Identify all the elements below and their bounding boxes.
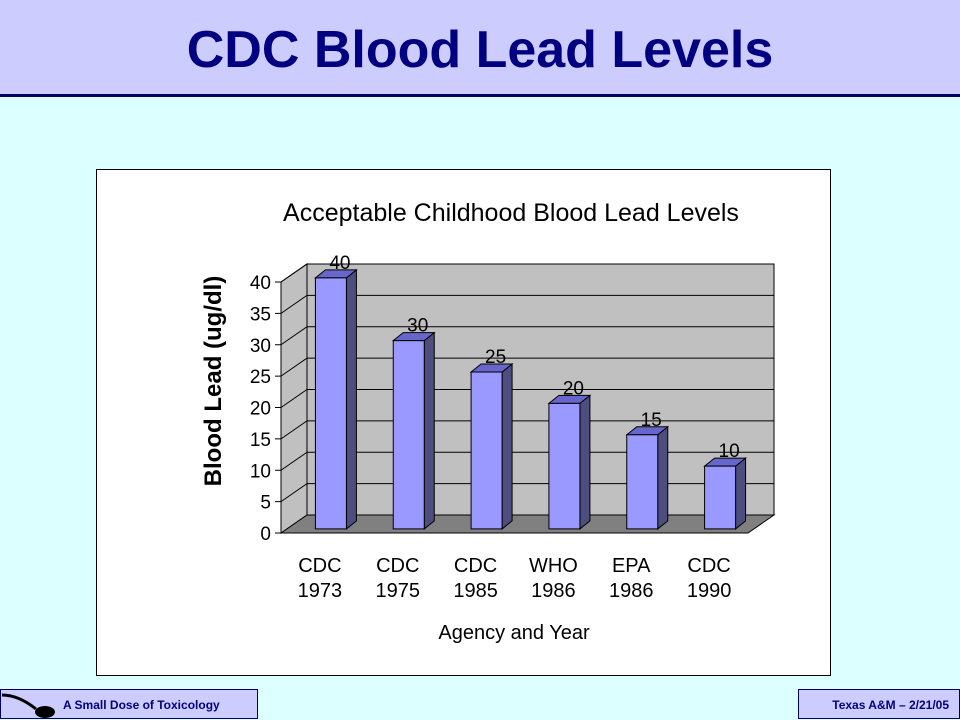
data-label: 20 xyxy=(563,378,584,399)
gridline xyxy=(280,451,774,471)
bar-side xyxy=(735,457,747,530)
bar-side xyxy=(579,394,591,530)
footer-right-text: Texas A&M – 2/21/05 xyxy=(832,698,949,712)
bar-side xyxy=(345,268,357,530)
x-tick-label-agency: EPA xyxy=(612,555,651,577)
gridline xyxy=(280,263,774,283)
x-tick-label-year: 1986 xyxy=(609,580,654,602)
y-tick-label: 35 xyxy=(250,304,271,325)
x-tick-label-agency: WHO xyxy=(529,555,578,577)
y-tick-label: 0 xyxy=(260,524,271,545)
header-bar xyxy=(0,0,960,97)
data-label: 15 xyxy=(641,410,662,431)
y-tick-label: 20 xyxy=(250,399,271,420)
footer-right-panel: Texas A&M – 2/21/05 xyxy=(798,689,960,719)
y-tick-label: 10 xyxy=(250,461,271,482)
bar xyxy=(704,465,737,530)
bar-side xyxy=(657,425,669,530)
plot-area: 0 5 10 15 20 25 30 35 40 40 CDC 1973 30 CDC 1975 25 CDC 1… xyxy=(250,253,776,602)
data-label: 40 xyxy=(329,253,350,274)
data-label: 30 xyxy=(407,316,428,337)
x-tick-label-agency: CDC xyxy=(687,555,730,577)
x-tick-label-agency: CDC xyxy=(376,555,419,577)
data-label: 25 xyxy=(485,347,506,368)
bar xyxy=(314,277,347,530)
y-tick-label: 40 xyxy=(250,273,271,294)
gridline xyxy=(280,326,774,346)
x-tick-label-year: 1990 xyxy=(687,580,732,602)
y-tick-label: 5 xyxy=(260,493,271,514)
page-title: CDC Blood Lead Levels xyxy=(186,21,774,79)
gridline xyxy=(280,389,774,408)
x-tick-label-year: 1985 xyxy=(453,580,498,602)
x-tick-label-agency: CDC xyxy=(454,555,497,577)
chart-title: Acceptable Childhood Blood Lead Levels xyxy=(283,199,739,227)
bar-side xyxy=(423,331,435,530)
bar xyxy=(548,402,581,530)
data-label: 10 xyxy=(719,441,740,462)
bar xyxy=(626,434,659,530)
y-tick-label: 15 xyxy=(250,430,271,451)
x-axis-label: Agency and Year xyxy=(438,622,590,644)
gridline xyxy=(280,357,774,377)
y-tick-label: 25 xyxy=(250,367,271,388)
spoon-icon xyxy=(1,693,55,718)
x-tick-label-year: 1986 xyxy=(531,580,576,602)
x-tick-label-year: 1975 xyxy=(376,580,421,602)
gridline xyxy=(280,483,774,503)
y-tick-label: 30 xyxy=(250,336,271,357)
gridline xyxy=(280,420,774,440)
gridline xyxy=(280,294,774,314)
x-tick-label-year: 1973 xyxy=(298,580,343,602)
x-tick-label-agency: CDC xyxy=(298,555,341,577)
y-axis-label: Blood Lead (ug/dl) xyxy=(200,276,227,487)
bar xyxy=(470,371,503,530)
footer-left-text: A Small Dose of Toxicology xyxy=(63,698,220,712)
bar-side xyxy=(501,362,513,530)
bar xyxy=(392,340,425,530)
bar-chart: Acceptable Childhood Blood Lead Levels A… xyxy=(200,199,776,644)
